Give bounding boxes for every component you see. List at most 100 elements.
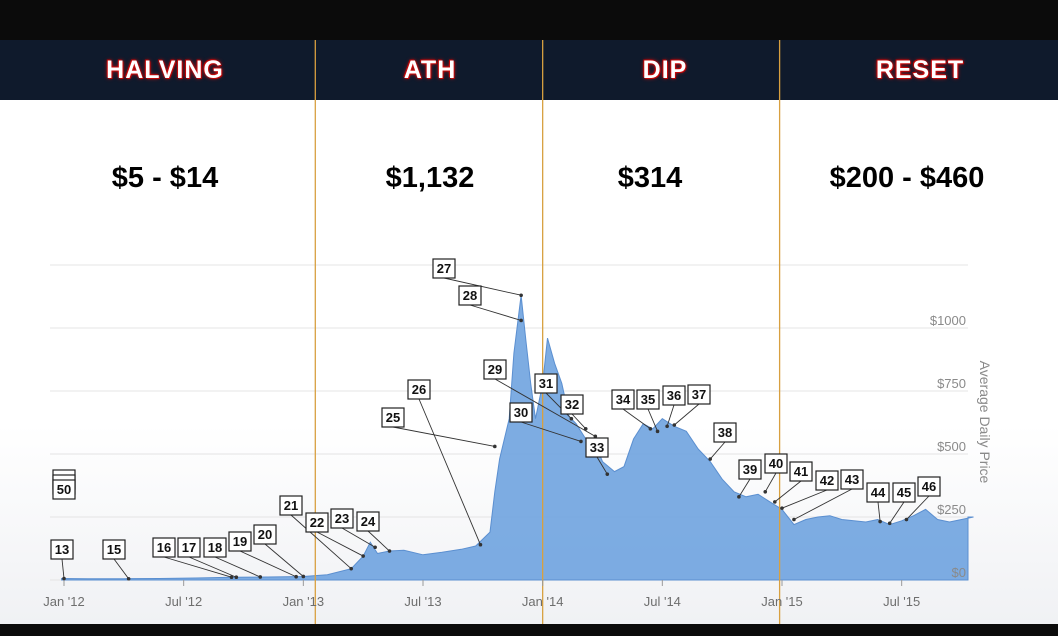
annotation-leader-line <box>520 421 582 442</box>
annotation-leader-line <box>709 441 726 460</box>
annotation-marker-26: 26 <box>407 379 483 547</box>
annotation-point <box>792 517 796 522</box>
annotation-box <box>203 537 227 558</box>
annotation-leader-line <box>877 501 881 522</box>
annotation-label: 25 <box>386 410 400 425</box>
annotation-box <box>687 384 711 405</box>
annotation-leader-line <box>647 408 658 432</box>
annotation-point <box>648 427 653 431</box>
annotation-point <box>519 293 523 298</box>
y-tick-label: $1000 <box>930 313 966 328</box>
annotation-marker-35: 35 <box>636 389 660 434</box>
annotation-marker-22: 22 <box>305 512 365 558</box>
annotation-marker-24: 24 <box>356 511 392 553</box>
annotation-leader-line <box>571 413 587 430</box>
annotation-leader-line <box>774 480 802 503</box>
annotation-leader-line <box>367 530 390 552</box>
annotation-point <box>672 423 677 427</box>
annotation-box <box>866 482 890 503</box>
annotation-label: 17 <box>182 540 196 555</box>
phase-price-ath: $1,132 <box>385 162 475 194</box>
phase-price-reset: $200 - $460 <box>829 162 985 194</box>
annotation-box <box>305 512 329 533</box>
annotation-marker-16: 16 <box>152 537 234 580</box>
x-tick-label: Jan '12 <box>43 594 85 609</box>
annotation-point <box>361 554 365 558</box>
annotation-box <box>228 531 252 552</box>
annotation-point <box>708 457 712 461</box>
annotation-box <box>585 437 609 458</box>
annotation-point <box>904 517 909 522</box>
annotation-leader-line <box>239 550 297 578</box>
annotation-box <box>152 537 176 558</box>
annotation-point <box>593 434 598 439</box>
annotation-marker-37: 37 <box>672 384 711 427</box>
y-tick-label: $500 <box>937 439 966 454</box>
annotation-marker-38: 38 <box>708 422 737 461</box>
annotation-box <box>407 379 431 400</box>
y-tick-label: $0 <box>952 565 966 580</box>
annotation-leader-line <box>290 514 352 569</box>
y-tick-label: $250 <box>937 502 966 517</box>
annotation-label: 38 <box>718 425 732 440</box>
annotation-box <box>279 495 303 516</box>
annotation-leader-line <box>188 556 237 578</box>
annotation-box <box>560 394 584 415</box>
annotation-label: 28 <box>463 288 477 303</box>
annotation-marker-39: 39 <box>737 459 762 499</box>
annotation-box <box>356 511 380 532</box>
x-tick-label: Jul '14 <box>644 594 681 609</box>
annotation-label: 39 <box>743 462 757 477</box>
annotation-leader-line <box>764 472 777 493</box>
x-tick-label: Jul '13 <box>404 594 441 609</box>
annotation-point <box>301 574 306 579</box>
annotation-box <box>458 285 482 306</box>
annotation-label: 43 <box>845 472 859 487</box>
annotation-label: 42 <box>820 473 834 488</box>
annotation-marker-40: 40 <box>763 453 788 494</box>
annotation-box <box>177 537 201 558</box>
annotation-label: 16 <box>157 540 171 555</box>
annotation-point <box>665 424 669 429</box>
annotation-box <box>917 476 941 497</box>
x-tick-label: Jan '13 <box>283 594 325 609</box>
annotation-label: 24 <box>361 514 376 529</box>
annotation-marker-28: 28 <box>458 285 523 323</box>
annotation-label: 13 <box>55 542 69 557</box>
annotation-point <box>737 495 741 499</box>
annotation-leader-line <box>443 277 522 296</box>
annotation-point <box>234 575 239 580</box>
annotation-label: 44 <box>871 485 886 500</box>
annotation-marker-41: 41 <box>773 461 813 504</box>
annotation-box <box>330 508 354 529</box>
annotation-leader-line <box>264 543 304 577</box>
annotation-leader-line <box>666 404 675 427</box>
annotation-box <box>789 461 813 482</box>
annotation-label: 18 <box>208 540 222 555</box>
annotation-label: 21 <box>284 498 298 513</box>
annotation-point <box>605 472 610 476</box>
annotation-marker-36: 36 <box>662 385 686 429</box>
annotation-label: 29 <box>488 362 502 377</box>
annotation-leader-line <box>418 398 481 545</box>
annotation-marker-50: 50 <box>52 469 76 500</box>
annotation-point <box>780 506 784 510</box>
annotation-label: 27 <box>437 261 451 276</box>
annotation-leader-line <box>596 456 608 475</box>
annotation-point <box>62 576 66 581</box>
annotation-label: 34 <box>616 392 631 407</box>
annotation-label: 15 <box>107 542 121 557</box>
annotation-point <box>579 439 583 444</box>
annotation-leader-line <box>494 378 596 437</box>
annotation-box <box>50 539 74 560</box>
annotation-box <box>892 482 916 503</box>
annotation-box <box>483 359 507 380</box>
phase-label-halving: HALVING <box>106 56 224 84</box>
annotation-marker-27: 27 <box>432 258 523 298</box>
annotation-label: 33 <box>590 440 604 455</box>
annotation-marker-43: 43 <box>792 469 864 522</box>
annotation-box <box>636 389 660 410</box>
annotation-leader-line <box>781 489 828 509</box>
